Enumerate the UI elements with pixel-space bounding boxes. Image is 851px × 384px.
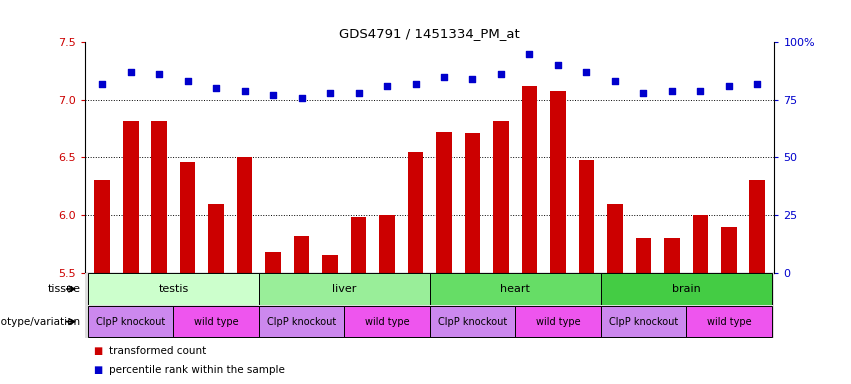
Text: wild type: wild type xyxy=(194,316,238,327)
Point xyxy=(580,69,593,75)
Bar xyxy=(664,238,680,273)
Text: percentile rank within the sample: percentile rank within the sample xyxy=(109,364,285,375)
Text: ■: ■ xyxy=(94,346,103,356)
Text: tissue: tissue xyxy=(48,284,81,294)
Point xyxy=(152,71,166,78)
Bar xyxy=(323,255,338,273)
Bar xyxy=(437,132,452,273)
Bar xyxy=(88,273,259,305)
Bar xyxy=(465,133,480,273)
Bar xyxy=(208,204,224,273)
Bar xyxy=(174,306,259,337)
Point xyxy=(465,76,479,82)
Bar xyxy=(721,227,737,273)
Bar xyxy=(607,204,623,273)
Text: ClpP knockout: ClpP knockout xyxy=(96,316,165,327)
Bar xyxy=(522,86,537,273)
Point xyxy=(665,88,679,94)
Bar xyxy=(259,306,345,337)
Bar xyxy=(345,306,430,337)
Point xyxy=(694,88,707,94)
Bar xyxy=(686,306,772,337)
Bar xyxy=(493,121,509,273)
Bar xyxy=(94,180,110,273)
Text: GDS4791 / 1451334_PM_at: GDS4791 / 1451334_PM_at xyxy=(340,27,520,40)
Text: wild type: wild type xyxy=(365,316,409,327)
Bar xyxy=(408,152,423,273)
Point xyxy=(180,78,194,84)
Point xyxy=(751,81,764,87)
Bar xyxy=(430,306,515,337)
Point xyxy=(323,90,337,96)
Bar xyxy=(266,252,281,273)
Bar xyxy=(636,238,651,273)
Text: ClpP knockout: ClpP knockout xyxy=(267,316,336,327)
Point xyxy=(408,81,422,87)
Bar xyxy=(601,273,772,305)
Point xyxy=(523,51,536,57)
Text: heart: heart xyxy=(500,284,530,294)
Bar xyxy=(380,215,395,273)
Point xyxy=(608,78,622,84)
Point xyxy=(380,83,394,89)
Bar xyxy=(430,273,601,305)
Bar xyxy=(259,273,430,305)
Point xyxy=(209,85,223,91)
Text: brain: brain xyxy=(671,284,700,294)
Point xyxy=(124,69,138,75)
Bar xyxy=(88,306,174,337)
Text: liver: liver xyxy=(332,284,357,294)
Point xyxy=(351,90,365,96)
Point xyxy=(637,90,650,96)
Bar xyxy=(601,306,686,337)
Point xyxy=(551,62,565,68)
Text: transformed count: transformed count xyxy=(109,346,206,356)
Point xyxy=(95,81,109,87)
Point xyxy=(237,88,251,94)
Bar xyxy=(180,162,196,273)
Text: testis: testis xyxy=(158,284,189,294)
Point xyxy=(494,71,508,78)
Text: wild type: wild type xyxy=(535,316,580,327)
Bar xyxy=(237,157,253,273)
Bar xyxy=(750,180,765,273)
Text: ClpP knockout: ClpP knockout xyxy=(438,316,507,327)
Text: ClpP knockout: ClpP knockout xyxy=(608,316,678,327)
Point xyxy=(294,94,308,101)
Bar xyxy=(550,91,566,273)
Bar xyxy=(579,160,594,273)
Text: wild type: wild type xyxy=(706,316,751,327)
Bar xyxy=(515,306,601,337)
Bar xyxy=(151,121,167,273)
Point xyxy=(437,74,451,80)
Bar xyxy=(693,215,708,273)
Bar xyxy=(351,217,367,273)
Bar xyxy=(294,236,310,273)
Point xyxy=(266,92,280,98)
Bar xyxy=(123,121,139,273)
Text: ■: ■ xyxy=(94,364,103,375)
Text: genotype/variation: genotype/variation xyxy=(0,316,81,327)
Point xyxy=(722,83,735,89)
